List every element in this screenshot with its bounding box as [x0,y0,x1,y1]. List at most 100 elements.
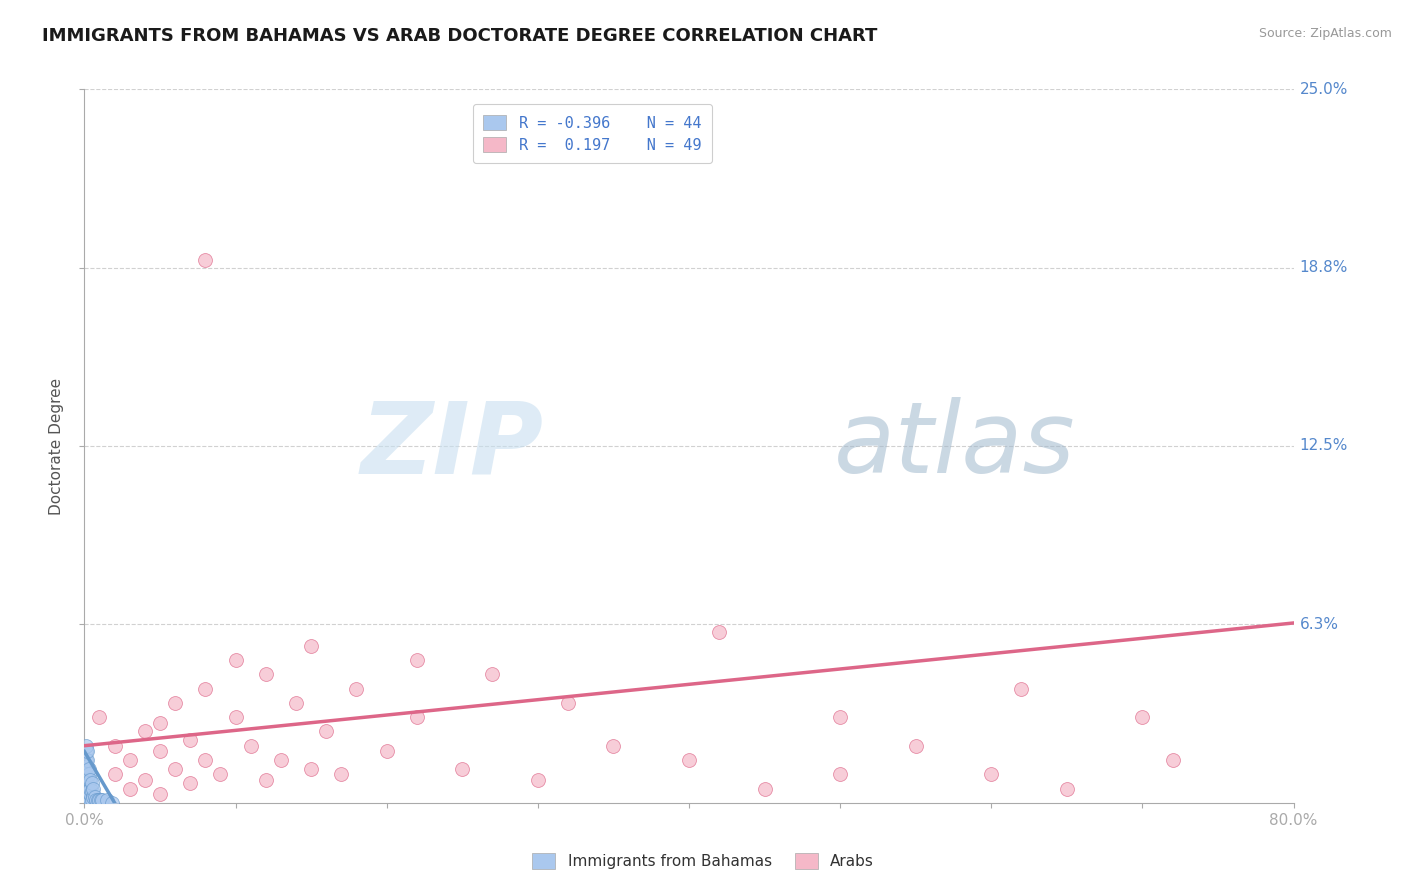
Legend: Immigrants from Bahamas, Arabs: Immigrants from Bahamas, Arabs [526,847,880,875]
Point [76,758,98,772]
Point [75,790,97,805]
Text: Source: ZipAtlas.com: Source: ZipAtlas.com [1258,27,1392,40]
Point [754,781,776,796]
Point [75,781,97,796]
Point [678,753,700,767]
Point [77,779,100,793]
Point [75,753,97,767]
Point [481,667,503,681]
Point [100,796,122,810]
Point [89,710,111,724]
Point [904,739,927,753]
Point [76,787,98,801]
Point [375,744,398,758]
Point [346,681,368,696]
Point [82,781,104,796]
Point [79,787,101,801]
Point [299,762,322,776]
Point [209,767,232,781]
Point [1161,753,1184,767]
Point [118,781,141,796]
Point [77,790,100,805]
Point [77,767,100,781]
Point [179,776,201,790]
Point [194,253,217,268]
Point [149,715,172,730]
Point [270,753,292,767]
Y-axis label: Doctorate Degree: Doctorate Degree [49,377,63,515]
Point [330,767,353,781]
Point [134,724,156,739]
Point [76,753,98,767]
Point [76,764,98,779]
Point [557,696,579,710]
Text: 18.8%: 18.8% [1299,260,1348,275]
Point [830,710,852,724]
Point [163,696,186,710]
Point [75,762,97,776]
Point [104,739,127,753]
Point [80,776,103,790]
Point [1130,710,1153,724]
Point [79,772,101,787]
Point [315,724,337,739]
Point [80,784,103,798]
Point [179,733,201,747]
Point [406,710,429,724]
Text: 12.5%: 12.5% [1299,439,1348,453]
Point [299,639,322,653]
Point [451,762,474,776]
Point [225,653,247,667]
Point [76,770,98,784]
Point [90,793,112,807]
Point [284,696,308,710]
Text: atlas: atlas [834,398,1076,494]
Point [84,790,107,805]
Point [80,793,103,807]
Point [225,710,247,724]
Point [75,739,97,753]
Point [79,793,101,807]
Point [75,796,97,810]
Point [75,767,97,781]
Point [91,793,114,807]
Point [830,767,852,781]
Text: ZIP: ZIP [361,398,544,494]
Point [526,772,548,787]
Point [254,667,277,681]
Point [75,787,97,801]
Point [1010,681,1032,696]
Text: IMMIGRANTS FROM BAHAMAS VS ARAB DOCTORATE DEGREE CORRELATION CHART: IMMIGRANTS FROM BAHAMAS VS ARAB DOCTORAT… [42,27,877,45]
Point [134,772,156,787]
Point [75,776,97,790]
Point [149,744,172,758]
Point [149,787,172,801]
Point [96,793,118,807]
Point [75,744,97,758]
Point [194,753,217,767]
Point [194,681,217,696]
Point [980,767,1002,781]
Text: 6.3%: 6.3% [1299,617,1339,632]
Point [406,653,429,667]
Point [709,624,731,639]
Point [76,793,98,807]
Point [77,784,100,798]
Point [82,790,104,805]
Point [77,796,100,810]
Point [76,744,98,758]
Point [163,762,186,776]
Point [76,776,98,790]
Point [77,772,100,787]
Point [118,753,141,767]
Point [76,781,98,796]
Point [79,781,101,796]
Point [239,739,262,753]
Point [76,796,98,810]
Legend: R = -0.396    N = 44, R =  0.197    N = 49: R = -0.396 N = 44, R = 0.197 N = 49 [472,104,711,163]
Text: 25.0%: 25.0% [1299,82,1348,96]
Point [254,772,277,787]
Point [104,767,127,781]
Point [77,762,100,776]
Point [86,793,108,807]
